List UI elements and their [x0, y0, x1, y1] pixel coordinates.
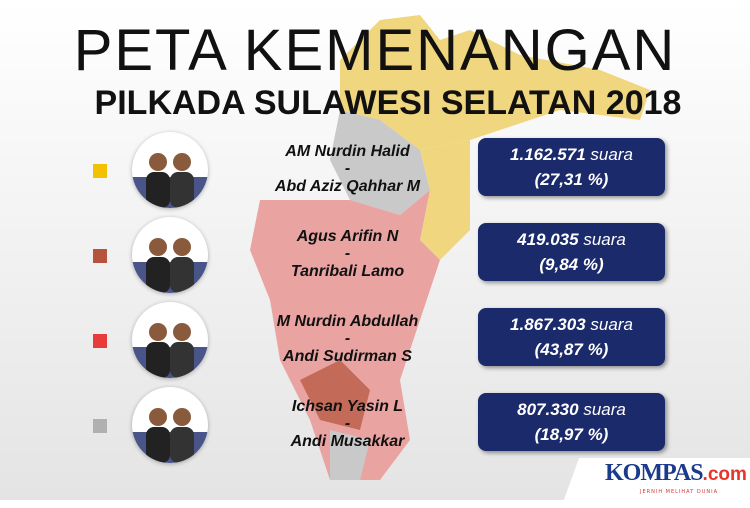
logo-tagline: JERNIH MELIHAT DUNIA [640, 489, 718, 495]
candidate-name-1: M Nurdin Abdullah [276, 313, 419, 330]
color-marker [93, 249, 107, 263]
candidate-name-2: Tanribali Lamo [290, 263, 405, 280]
title-line-1: PETA KEMENANGAN [73, 18, 677, 83]
candidate-name-1: AM Nurdin Halid [285, 143, 410, 160]
color-marker [93, 334, 107, 348]
candidate-photo [132, 387, 208, 463]
map-region-red [250, 190, 440, 480]
vote-result-box: 807.330 suara (18,97 %) [478, 393, 665, 451]
name-separator: - [344, 330, 351, 347]
title-line-2: PILKADA SULAWESI SELATAN 2018 [94, 84, 682, 122]
logo-suffix: .com [702, 464, 747, 485]
logo-name: KOMPAS [605, 460, 704, 486]
candidate-row: Ichsan Yasin L - Andi Musakkar 807.330 sua… [0, 385, 750, 465]
vote-unit: suara [590, 315, 633, 334]
vote-result-box: 1.867.303 suara (43,87 %) [478, 308, 665, 366]
vote-result-box: 1.162.571 suara (27,31 %) [478, 138, 665, 196]
candidate-name-2: Andi Sudirman S [283, 348, 412, 365]
candidate-row: M Nurdin Abdullah - Andi Sudirman S 1.867.… [0, 300, 750, 380]
vote-result-box: 419.035 suara (9,84 %) [478, 223, 665, 281]
map-region-brown [300, 360, 370, 430]
candidate-name-1: Agus Arifin N [296, 228, 399, 245]
name-separator: - [344, 245, 351, 262]
name-separator: - [344, 415, 351, 432]
candidate-photo [132, 132, 208, 208]
candidate-row: Agus Arifin N - Tanribali Lamo 419.035 sua… [0, 215, 750, 295]
vote-percent: (9,84 %) [539, 255, 604, 274]
candidate-photo [132, 217, 208, 293]
map-region-grey [330, 110, 430, 215]
vote-percent: (27,31 %) [534, 170, 609, 189]
vote-count: 1.867.303 [510, 315, 586, 334]
color-marker [93, 419, 107, 433]
candidate-row: AM Nurdin Halid - Abd Aziz Qahhar M 1.162.… [0, 130, 750, 210]
vote-count: 807.330 [517, 400, 579, 419]
candidate-name-1: Ichsan Yasin L [291, 398, 404, 415]
vote-count: 419.035 [517, 230, 579, 249]
candidate-name-2: Abd Aziz Qahhar M [274, 178, 421, 195]
map-region-yellow-mid [420, 140, 470, 260]
candidate-names: Agus Arifin N - Tanribali Lamo [230, 227, 465, 281]
candidate-names: Ichsan Yasin L - Andi Musakkar [230, 397, 465, 451]
map-region-yellow-north [340, 15, 650, 150]
candidate-name-2: Andi Musakkar [290, 433, 405, 450]
vote-unit: suara [583, 230, 626, 249]
vote-percent: (43,87 %) [534, 340, 609, 359]
color-marker [93, 164, 107, 178]
vote-percent: (18,97 %) [534, 425, 609, 444]
vote-unit: suara [583, 400, 626, 419]
candidate-names: M Nurdin Abdullah - Andi Sudirman S [230, 312, 465, 366]
vote-unit: suara [590, 145, 633, 164]
kompas-logo: KOMPAS.com [605, 460, 747, 486]
map-region-grey-south [330, 430, 370, 480]
candidate-names: AM Nurdin Halid - Abd Aziz Qahhar M [230, 142, 465, 196]
candidate-photo [132, 302, 208, 378]
vote-count: 1.162.571 [510, 145, 586, 164]
name-separator: - [344, 160, 351, 177]
